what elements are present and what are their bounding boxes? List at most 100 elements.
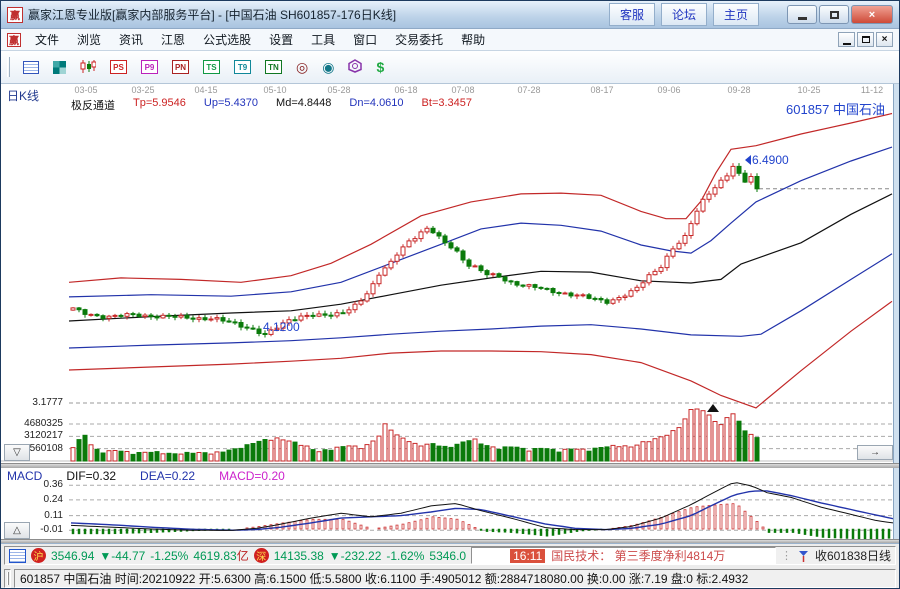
toolbar-winner-wheel-button[interactable]: ◉	[315, 57, 341, 77]
toolbar-service-button[interactable]: $	[369, 57, 391, 77]
price-label-low: 4.1200	[263, 320, 300, 334]
date-tick-03-05: 03-05	[74, 85, 98, 95]
chart-canvas[interactable]	[1, 84, 900, 544]
toolbar-quotes-grid-button[interactable]	[16, 58, 46, 77]
titlebar-link-2[interactable]: 论坛	[661, 3, 707, 26]
expand-macd-button[interactable]: △	[4, 522, 30, 539]
indicator-param-1: Tp=5.9546	[133, 97, 186, 109]
child-restore-button[interactable]	[857, 32, 874, 47]
child-restore-icon	[861, 36, 870, 43]
kline-icon	[80, 59, 97, 76]
channel-tp	[68, 112, 893, 283]
menu-item-9[interactable]: 交易委托	[395, 33, 444, 47]
quotes-table-icon[interactable]	[9, 548, 26, 563]
news-headline[interactable]: 国民技术： 第三季度净利4814万	[551, 549, 726, 563]
toolbar-kline-button[interactable]	[73, 56, 103, 79]
tn-table-icon: TN	[265, 60, 282, 74]
sh-turnover: 4619.83亿	[193, 549, 249, 563]
menu-item-4[interactable]: 江恩	[161, 33, 186, 47]
channel-up	[68, 146, 893, 298]
menu-item-6[interactable]: 设置	[269, 33, 294, 47]
ps-square-icon: PS	[110, 60, 127, 74]
winner-wheel-icon: ◉	[322, 59, 335, 75]
menu-item-7[interactable]: 工具	[311, 33, 336, 47]
minimize-button[interactable]	[787, 5, 817, 24]
news-ticker[interactable]: 16:11 国民技术： 第三季度净利4814万	[471, 547, 776, 564]
menu-item-8[interactable]: 窗口	[353, 33, 378, 47]
macd-labels: DIF=0.32 DEA=0.22 MACD=0.20	[66, 469, 284, 483]
macd-scale-3: 0.11	[44, 509, 63, 521]
date-axis: 03-05 03-25 04-15 05-10 05-28 06-18 07-08 07-28…	[1, 84, 899, 96]
news-time-badge: 16:11	[510, 548, 546, 563]
toolbar-sectors-button[interactable]	[46, 58, 73, 77]
panel-divider[interactable]	[1, 463, 899, 468]
price-label-low-text: 4.1200	[263, 320, 300, 335]
child-minimize-button[interactable]	[838, 32, 855, 47]
ts-square-icon: TS	[203, 60, 220, 74]
date-tick-07-28: 07-28	[517, 85, 541, 95]
title-bar[interactable]: 赢 赢家江恩专业版[赢家内部服务平台] - [中国石油 SH601857-176…	[1, 1, 899, 29]
pn-table-icon: PN	[172, 60, 189, 74]
price-label-bottom: 3.1777	[32, 397, 63, 408]
volume-bars	[70, 408, 760, 462]
right-frame-strip	[893, 84, 899, 543]
sz-index-change: ▼-232.22	[328, 548, 382, 563]
sz-turnover: 5346.0	[429, 548, 467, 563]
toolbar-pn-table-button[interactable]: PN	[165, 57, 196, 77]
macd-plot	[70, 482, 897, 541]
macd-header: MACD DIF=0.32 DEA=0.22 MACD=0.20	[7, 469, 285, 483]
indicator-name: 极反通道	[71, 100, 115, 112]
volume-scale-1: 4680325	[24, 418, 63, 430]
toolbar-grip[interactable]	[7, 57, 10, 77]
volume-scale-3: 1560108	[24, 442, 63, 454]
date-tick-07-08: 07-08	[451, 85, 475, 95]
gann-wheel-icon: ◎	[296, 59, 309, 75]
toolbar: PS P9 PN TS T9 TN ◎ ◉ $	[1, 51, 899, 84]
shenzhen-badge-icon: 深	[253, 548, 269, 563]
menu-item-10[interactable]: 帮助	[461, 33, 486, 47]
date-tick-04-15: 04-15	[194, 85, 218, 95]
macd-title: MACD	[7, 469, 43, 483]
macd-param-1: DIF=0.32	[66, 469, 117, 483]
channel-bt	[68, 300, 893, 409]
maximize-button[interactable]	[819, 5, 849, 24]
close-button[interactable]: ×	[851, 5, 893, 24]
date-tick-06-18: 06-18	[394, 85, 418, 95]
titlebar-link-1[interactable]: 客服	[609, 3, 655, 26]
sh-turnover-unit: 亿	[236, 549, 249, 563]
app-logo-icon-small: 赢	[7, 32, 21, 47]
maximize-icon	[829, 10, 839, 19]
quotes-grid-icon	[23, 60, 39, 74]
hexagon-icon	[348, 59, 363, 75]
sh-index-pct: -1.25%	[150, 548, 189, 563]
menu-item-2[interactable]: 浏览	[77, 33, 102, 47]
toolbar-t9-square-button[interactable]: T9	[227, 57, 258, 77]
stock-summary-panel: 601857 中国石油 时间:20210922 开:5.6300 高:6.150…	[14, 569, 896, 588]
collapse-volume-button[interactable]: ▽	[4, 444, 30, 461]
sh-index-change: ▼-44.77	[99, 548, 146, 563]
sz-index-value: 14135.38	[273, 548, 324, 563]
window-title: 赢家江恩专业版[赢家内部服务平台] - [中国石油 SH601857-176日K…	[28, 8, 397, 22]
status-bar-market: 沪 3546.94 ▼-44.77 -1.25% 4619.83亿 深 1413…	[1, 544, 899, 567]
titlebar-link-3[interactable]: 主页	[713, 3, 759, 26]
macd-scale-2: 0.24	[43, 493, 63, 505]
shanghai-badge-icon: 沪	[31, 548, 46, 563]
menu-item-5[interactable]: 公式选股	[203, 33, 252, 47]
date-tick-05-10: 05-10	[263, 85, 287, 95]
toolbar-ps-square-button[interactable]: PS	[103, 57, 134, 77]
price-label-high: 6.4900	[745, 153, 789, 167]
dif-line	[70, 482, 894, 531]
menu-item-3[interactable]: 资讯	[119, 33, 144, 47]
sh-index-value: 3546.94	[51, 548, 95, 563]
toolbar-ts-square-button[interactable]: TS	[196, 57, 227, 77]
toolbar-gann-wheel-button[interactable]: ◎	[289, 57, 315, 77]
scroll-right-button[interactable]: →	[857, 445, 893, 460]
child-close-button[interactable]: ×	[876, 32, 893, 47]
indicator-param-2: Up=5.4370	[203, 97, 259, 109]
stock-label: 601857 中国石油	[786, 102, 885, 117]
toolbar-hexagon-button[interactable]	[341, 56, 369, 78]
toolbar-p9-square-button[interactable]: P9	[134, 57, 165, 77]
menu-item-1[interactable]: 文件	[35, 33, 60, 47]
toolbar-tn-table-button[interactable]: TN	[258, 57, 289, 77]
stock-summary-text: 601857 中国石油 时间:20210922 开:5.6300 高:6.150…	[20, 572, 749, 586]
